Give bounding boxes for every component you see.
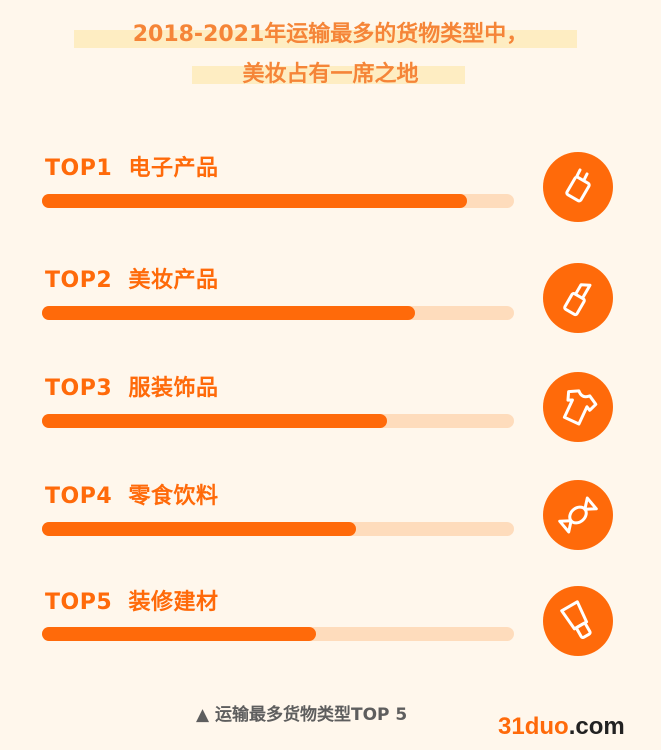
watermark-logo: 31duo.com (498, 713, 625, 741)
bar-label: TOP2 美妆产品 (45, 268, 219, 293)
chart-caption: ▲ 运输最多货物类型TOP 5 (196, 705, 408, 725)
bar-track (42, 414, 514, 428)
bar-fill (42, 522, 356, 536)
plug-icon (543, 152, 613, 222)
bar-label: TOP4 零食饮料 (45, 484, 219, 509)
bar-fill (42, 414, 387, 428)
bar-track (42, 522, 514, 536)
title-highlight (74, 30, 577, 48)
title-line-2: 美妆占有一席之地 (242, 62, 419, 87)
candy-icon (543, 480, 613, 550)
title-line-1: 2018-2021年运输最多的货物类型中， (132, 22, 529, 47)
title-highlight (192, 66, 465, 84)
watermark-suffix: .com (568, 713, 625, 740)
bar-label: TOP1 电子产品 (45, 156, 219, 181)
bar-track (42, 194, 514, 208)
bar-label: TOP5 装修建材 (45, 590, 219, 615)
bar-fill (42, 306, 415, 320)
bar-track (42, 306, 514, 320)
bar-track (42, 627, 514, 641)
lipstick-icon (543, 263, 613, 333)
watermark-brand: 31duo (498, 713, 569, 740)
bar-fill (42, 627, 316, 641)
paint-brush-icon (543, 586, 613, 656)
tshirt-icon (543, 372, 613, 442)
bar-fill (42, 194, 467, 208)
bar-label: TOP3 服装饰品 (45, 376, 219, 401)
